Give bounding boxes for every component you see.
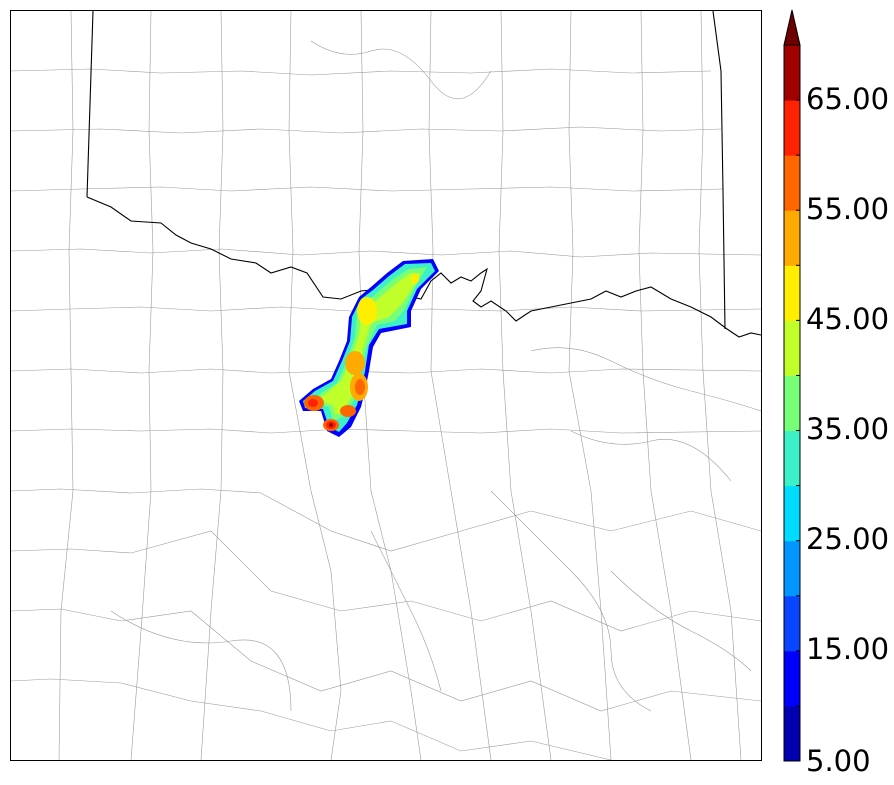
colorbar-bin-55 <box>784 155 800 211</box>
colorbar-bin-65 <box>784 45 800 101</box>
cell-mid-east-core <box>355 379 365 395</box>
colorbar-bin-40 <box>784 320 800 376</box>
colorbar-label-45: 45.00 <box>806 302 890 336</box>
colorbar-bin-25 <box>784 485 800 542</box>
colorbar-label-5: 5.00 <box>806 744 871 778</box>
map-panel <box>10 10 762 761</box>
colorbar-label-65: 65.00 <box>806 82 890 116</box>
panhandle-west-border <box>86 11 94 198</box>
colorbar-label-35: 35.00 <box>806 412 890 446</box>
red-river-border <box>86 196 761 338</box>
county-borders <box>11 11 761 760</box>
cell-west-core <box>308 399 318 407</box>
colorbar-bin-30 <box>784 430 800 487</box>
colorbar-bin-60 <box>784 100 800 156</box>
cell-north <box>357 297 377 325</box>
reflectivity-swath <box>299 259 439 437</box>
colorbar-label-15: 15.00 <box>806 632 890 666</box>
swath-yellow-green <box>317 273 421 415</box>
colorbar-bin-5 <box>784 705 800 762</box>
colorbar-label-55: 55.00 <box>806 192 890 226</box>
state-borders <box>86 11 761 338</box>
colorbar-extend-triangle <box>783 9 801 46</box>
colorbar-bin-45 <box>784 265 800 321</box>
cell-south-mid <box>340 405 356 417</box>
colorbar-outline <box>783 44 801 762</box>
colorbar-bin-20 <box>784 540 800 597</box>
cell-central <box>345 351 365 375</box>
cell-ne <box>411 274 419 284</box>
cell-south-peak <box>329 423 333 427</box>
map-canvas <box>11 11 761 760</box>
colorbar-bin-10 <box>784 650 800 707</box>
colorbar-bin-35 <box>784 375 800 432</box>
colorbar-label-25: 25.00 <box>806 522 890 556</box>
arkansas-border <box>712 11 726 330</box>
colorbar-bin-50 <box>784 210 800 266</box>
colorbar-bin-15 <box>784 595 800 652</box>
